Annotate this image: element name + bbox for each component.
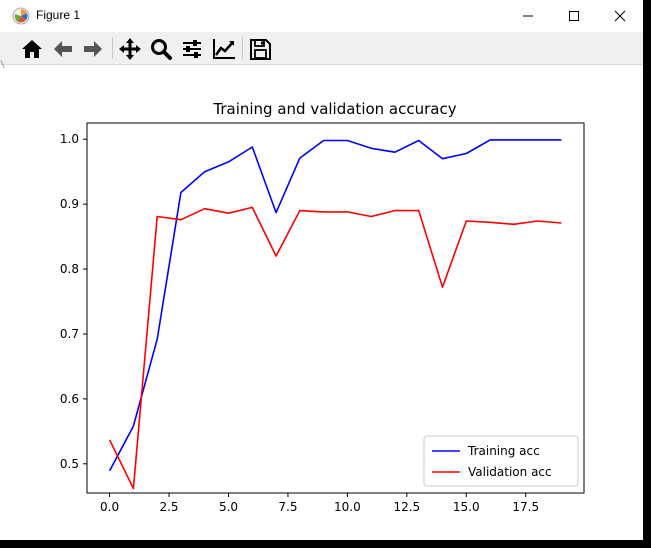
- series-line-validation-acc: [108, 206, 562, 490]
- title-bar[interactable]: Figure 1: [0, 0, 643, 32]
- home-button[interactable]: [19, 36, 45, 62]
- toolbar-separator: [242, 37, 243, 59]
- axes-frame: [86, 122, 585, 494]
- x-tick-label: 12.5: [393, 500, 420, 514]
- x-tick-label: 10.0: [334, 500, 361, 514]
- minimize-icon: [523, 15, 533, 17]
- x-tick-label: 15.0: [453, 500, 480, 514]
- zoom-button[interactable]: [148, 36, 174, 62]
- navigation-toolbar: [0, 32, 643, 65]
- y-tick-label: 0.8: [60, 262, 79, 276]
- x-tick-label: 0.0: [100, 500, 119, 514]
- close-icon: [614, 10, 626, 22]
- configure-subplots-button[interactable]: [179, 36, 205, 62]
- pan-button[interactable]: [117, 36, 143, 62]
- figure-window: Figure 1: [0, 0, 643, 540]
- y-tick-label: 0.9: [60, 197, 79, 211]
- save-button[interactable]: [247, 36, 273, 62]
- accuracy-chart: Training and validation accuracy 0.0 2.5 5…: [60, 100, 585, 514]
- magnifier-icon: [151, 39, 172, 60]
- x-tick-label: 17.5: [512, 500, 539, 514]
- x-tick-label: 2.5: [159, 500, 178, 514]
- maximize-icon: [569, 11, 579, 21]
- chart-title: Training and validation accuracy: [212, 100, 456, 118]
- move-icon: [119, 38, 141, 60]
- y-tick-label: 1.0: [60, 132, 79, 146]
- forward-button[interactable]: [80, 36, 106, 62]
- edit-axis-button[interactable]: [211, 36, 237, 62]
- y-tick-label: 0.6: [60, 392, 79, 406]
- maximize-button[interactable]: [551, 0, 597, 32]
- minimize-button[interactable]: [505, 0, 551, 32]
- arrow-left-icon: [54, 41, 72, 57]
- toolbar-separator: [112, 37, 113, 59]
- x-tick-label: 5.0: [219, 500, 238, 514]
- back-button[interactable]: [50, 36, 76, 62]
- legend: Training acc Validation acc: [423, 435, 579, 487]
- sliders-icon: [183, 40, 201, 58]
- figure-canvas[interactable]: Training and validation accuracy 0.0 2.5 5…: [0, 65, 643, 540]
- edge-glyph: \: [0, 60, 6, 70]
- floppy-disk-icon: [250, 39, 271, 60]
- y-tick-label: 0.5: [60, 457, 79, 471]
- close-button[interactable]: [597, 0, 643, 32]
- matplotlib-icon: [12, 7, 30, 25]
- y-tick-label: 0.7: [60, 327, 79, 341]
- arrow-right-icon: [84, 41, 102, 57]
- x-tick-label: 7.5: [278, 500, 297, 514]
- legend-box: [423, 435, 579, 487]
- home-icon: [22, 40, 42, 58]
- line-chart-icon: [213, 39, 235, 59]
- series-line-training-acc: [108, 139, 562, 472]
- window-title: Figure 1: [36, 8, 81, 22]
- legend-label: Validation acc: [468, 465, 552, 479]
- plot-area: 0.0 2.5 5.0 7.5 10.0 12.5 15.0 17.5 0.5 0.6 0.7 0.8…: [60, 132, 562, 514]
- legend-label: Training acc: [467, 444, 540, 458]
